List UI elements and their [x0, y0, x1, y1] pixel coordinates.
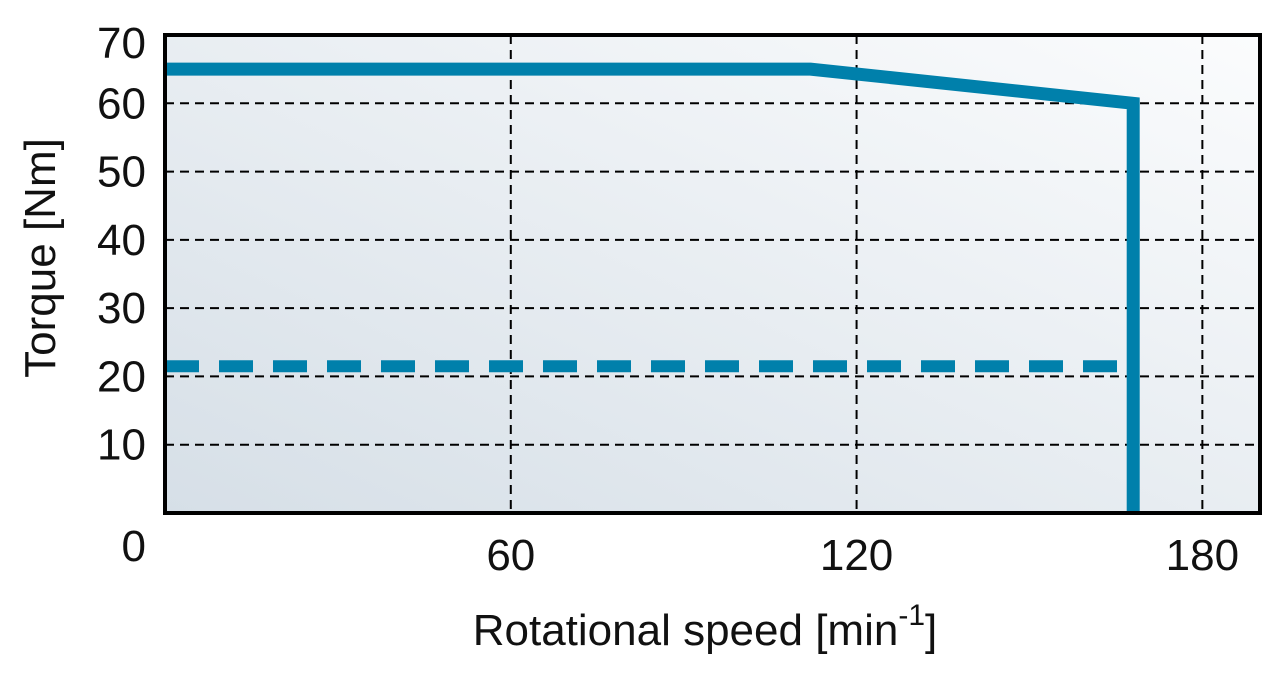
y-tick-label-20: 20 — [97, 352, 146, 401]
y-axis-title: Torque [Nm] — [16, 138, 65, 378]
y-tick-label-70: 70 — [97, 19, 146, 68]
x-axis-title-suffix: ] — [925, 606, 937, 655]
x-tick-label-120: 120 — [820, 531, 893, 580]
x-axis-title-main: Rotational speed [min — [473, 606, 899, 655]
x-axis-title-superscript: -1 — [898, 599, 925, 632]
y-tick-label-0: 0 — [122, 522, 146, 571]
y-tick-label-40: 40 — [97, 216, 146, 265]
series-layer — [165, 62, 1140, 513]
tick-labels: 0 10 20 30 40 50 60 70 60 120 180 — [97, 19, 1239, 580]
grid-lines — [165, 35, 1260, 513]
y-tick-label-50: 50 — [97, 148, 146, 197]
solid-torque-line — [165, 62, 1140, 513]
plot-frame — [163, 33, 1262, 515]
plot-background — [165, 35, 1260, 513]
x-tick-label-60: 60 — [486, 531, 535, 580]
y-tick-label-10: 10 — [97, 421, 146, 470]
x-tick-label-180: 180 — [1166, 531, 1239, 580]
y-tick-label-60: 60 — [97, 79, 146, 128]
x-axis-title: Rotational speed [min-1] — [473, 599, 938, 655]
y-tick-label-30: 30 — [97, 284, 146, 333]
